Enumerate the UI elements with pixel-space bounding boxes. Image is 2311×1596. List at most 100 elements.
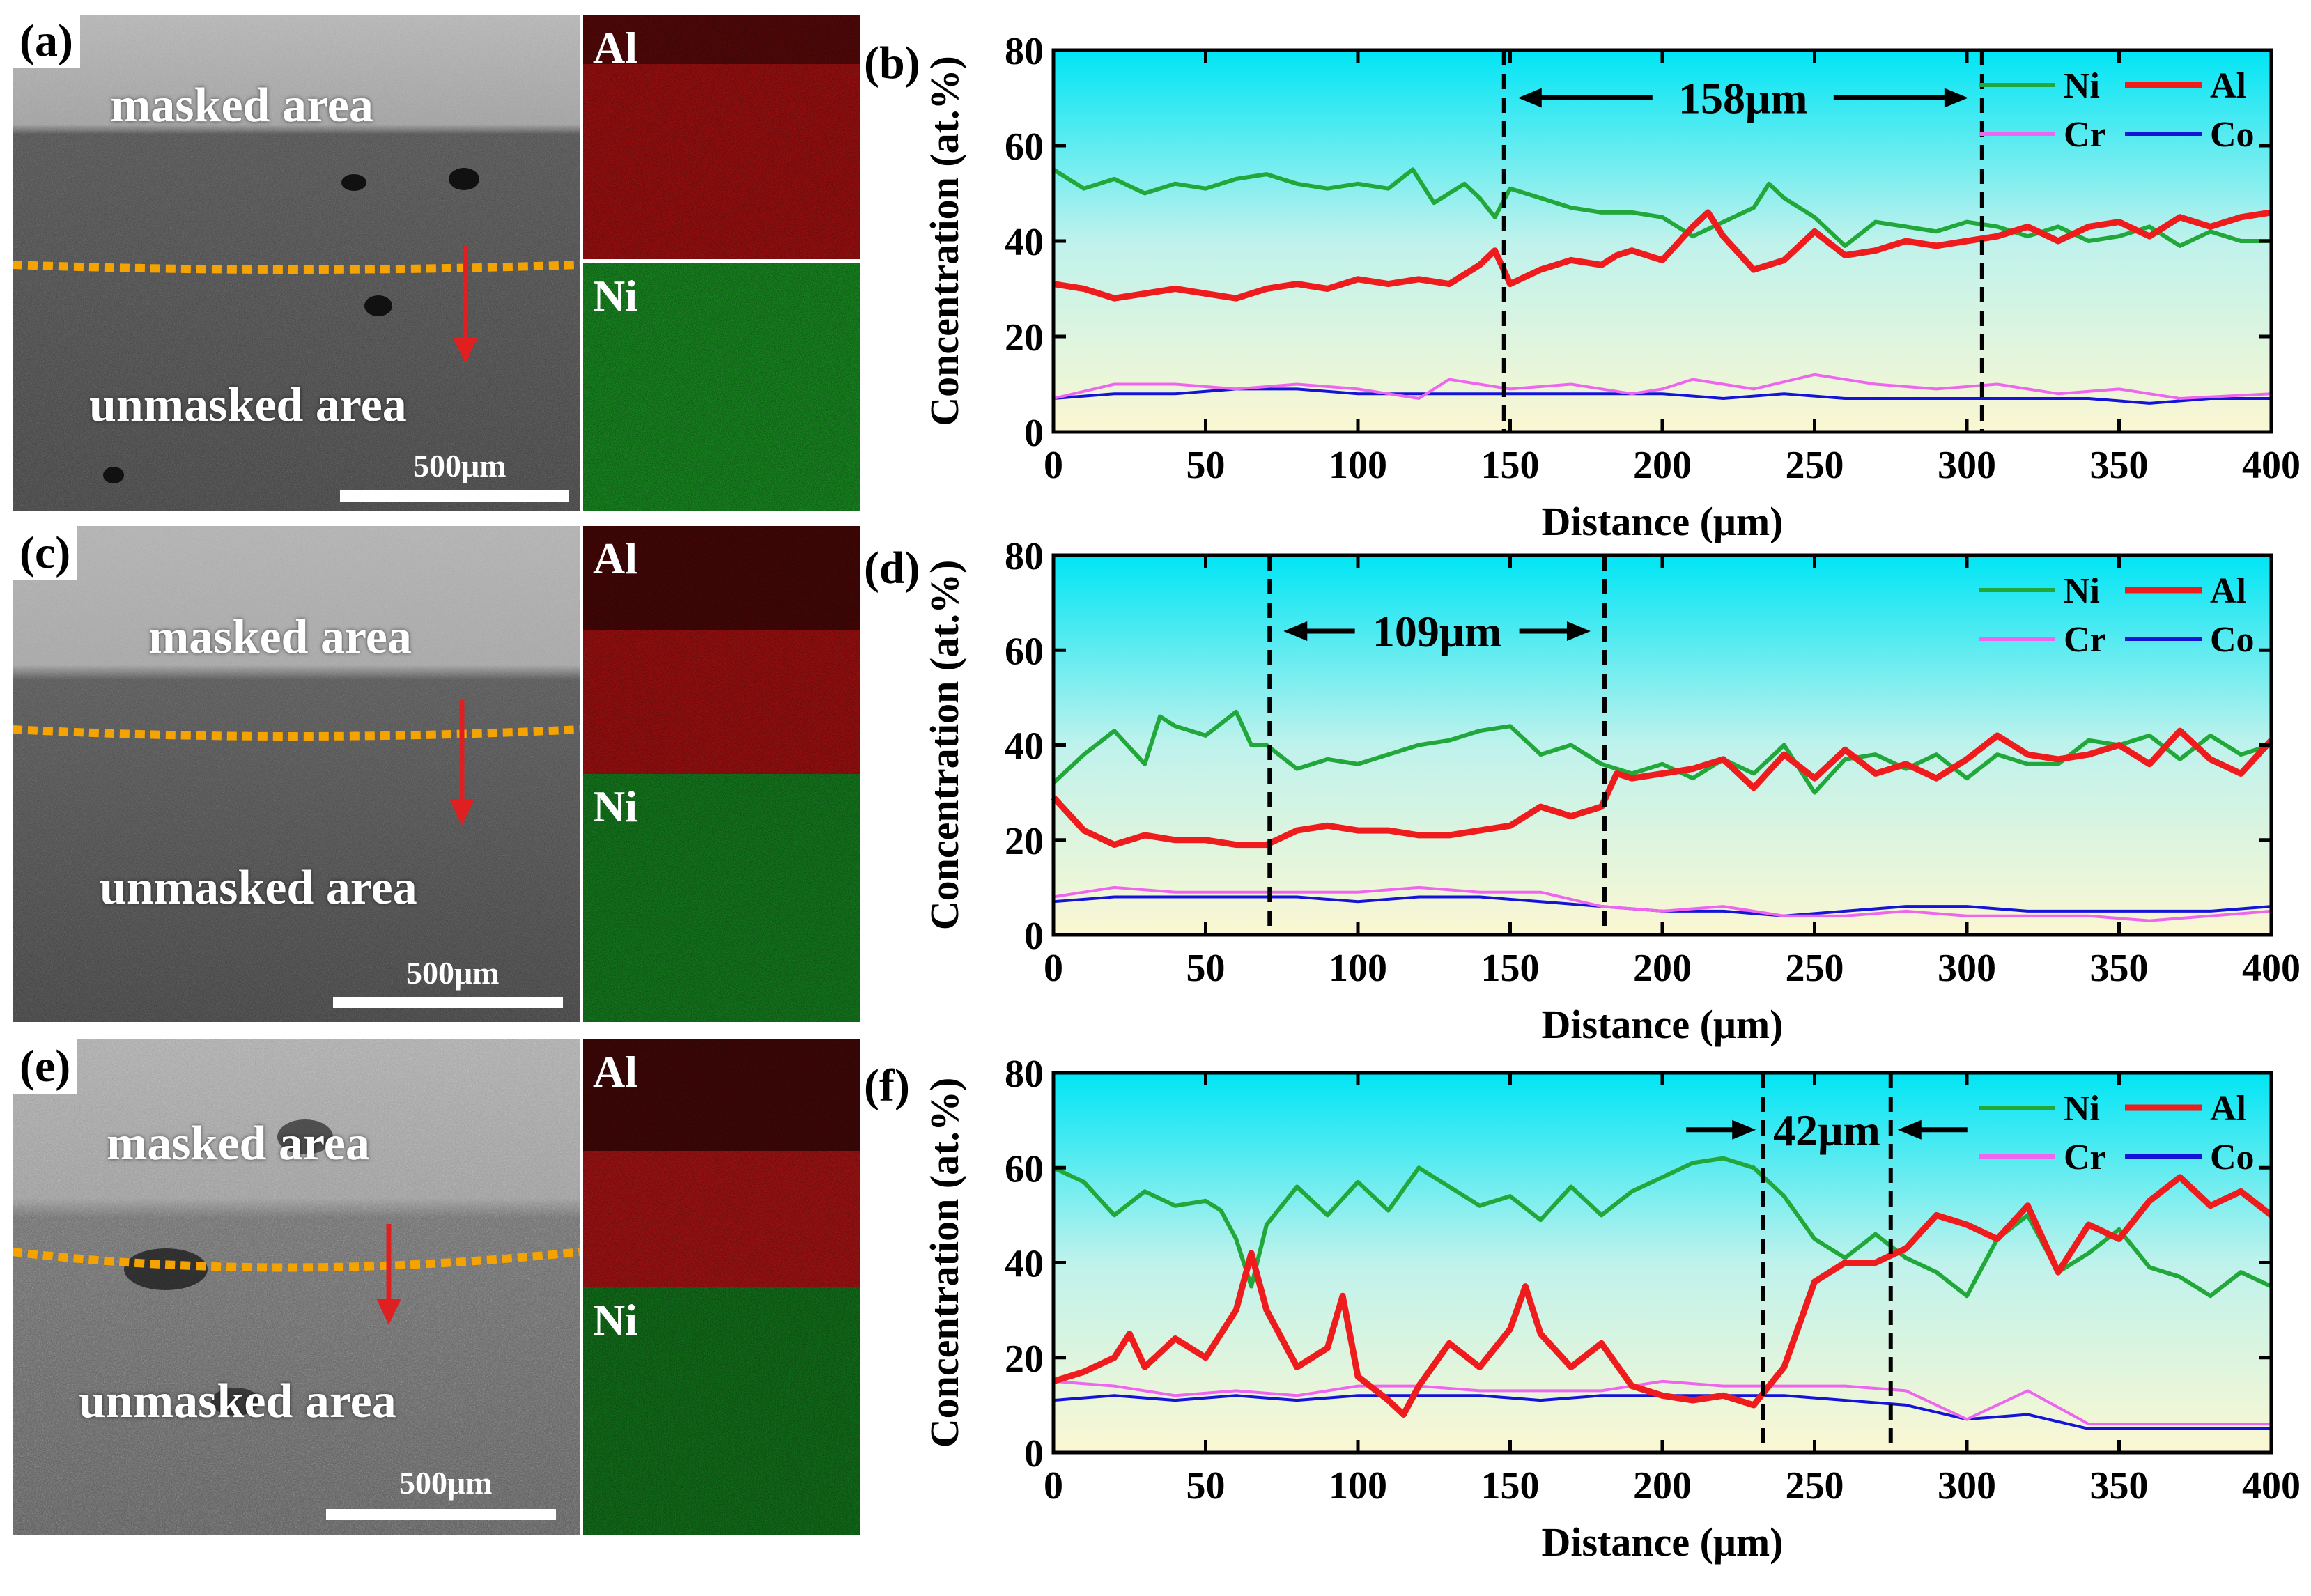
series-line-cr xyxy=(1053,885,2272,922)
x-tick-label: 300 xyxy=(1938,947,1996,990)
eds-map-al-a: Al xyxy=(583,15,860,259)
legend-label: Co xyxy=(2210,620,2255,660)
x-axis-label: Distance (μm) xyxy=(1542,499,1784,543)
y-tick-label: 60 xyxy=(1005,630,1044,673)
x-tick-label: 200 xyxy=(1633,1464,1692,1508)
legend-item-ni: Ni xyxy=(1979,66,2100,106)
series-line-al xyxy=(1051,727,2274,849)
legend-label: Al xyxy=(2210,571,2246,611)
x-tick-label: 400 xyxy=(2242,1464,2301,1508)
eds-texture-al xyxy=(583,1039,860,1287)
y-tick-label: 0 xyxy=(1024,915,1044,958)
x-tick-label: 150 xyxy=(1481,947,1540,990)
eds-map-ni-a: Ni xyxy=(583,263,860,511)
legend-label: Co xyxy=(2210,115,2255,155)
legend-label: Ni xyxy=(2064,66,2100,106)
x-tick-label: 300 xyxy=(1938,444,1996,487)
scale-bar-label: 500μm xyxy=(413,448,507,483)
legend-item-co: Co xyxy=(2125,620,2255,660)
x-tick-label: 150 xyxy=(1481,444,1540,487)
legend-item-co: Co xyxy=(2125,1138,2255,1177)
y-axis-label: Concentration (at.%) xyxy=(922,1078,967,1448)
y-tick-label: 80 xyxy=(1005,1053,1044,1096)
annotation-arrowhead-left xyxy=(1283,621,1308,641)
eds-texture-ni xyxy=(583,774,860,1022)
x-tick-label: 100 xyxy=(1329,1464,1387,1508)
y-tick-label: 20 xyxy=(1005,820,1044,863)
series-line-al xyxy=(1053,209,2272,302)
x-tick-label: 400 xyxy=(2242,444,2301,487)
eds-map-al-e: Al xyxy=(583,1039,860,1287)
legend-item-al: Al xyxy=(2125,571,2246,611)
map-label-al: Al xyxy=(593,1047,637,1097)
x-tick-label: 200 xyxy=(1633,947,1692,990)
y-tick-label: 80 xyxy=(1005,535,1044,578)
scale-bar-label: 500μm xyxy=(406,955,500,991)
eds-map-ni-c: Ni xyxy=(583,774,860,1022)
y-tick-label: 20 xyxy=(1005,1338,1044,1381)
x-tick-label: 0 xyxy=(1044,947,1063,990)
width-annotation: 109μm xyxy=(1283,607,1591,656)
annotation-arrowhead-right xyxy=(1944,88,1968,108)
legend-label: Cr xyxy=(2064,1138,2106,1177)
panel-letter-a: (a) xyxy=(13,14,80,68)
x-tick-label: 350 xyxy=(2090,444,2149,487)
map-label-al: Al xyxy=(593,534,637,583)
sem-image-c: masked area unmasked area 500μm xyxy=(13,526,580,1022)
width-annotation: 42μm xyxy=(1686,1106,1968,1155)
sem-image-e: masked area unmasked area 500μm xyxy=(13,1039,580,1535)
legend-label: Al xyxy=(2210,66,2246,106)
legend-label: Ni xyxy=(2064,1089,2100,1129)
plot-area xyxy=(1053,555,2271,935)
x-tick-label: 250 xyxy=(1786,444,1844,487)
legend-item-cr: Cr xyxy=(1979,620,2106,660)
sem-image-a: masked area unmasked area 500μm xyxy=(13,15,580,511)
legend-item-al: Al xyxy=(2125,66,2246,106)
legend-label: Cr xyxy=(2064,620,2106,660)
legend-item-ni: Ni xyxy=(1979,571,2100,611)
map-label-ni: Ni xyxy=(593,271,637,320)
scale-bar-label: 500μm xyxy=(399,1465,493,1501)
map-label-ni: Ni xyxy=(593,1295,637,1345)
row-3: masked area unmasked area 500μm (e) Al N… xyxy=(0,1031,2311,1596)
width-annotation: 158μm xyxy=(1517,74,1968,123)
y-tick-label: 0 xyxy=(1024,1432,1044,1475)
width-annotation-label: 158μm xyxy=(1678,74,1808,123)
y-tick-label: 80 xyxy=(1005,30,1044,73)
boundary-line xyxy=(13,725,580,741)
unmasked-area-label: unmasked area xyxy=(100,861,417,915)
x-tick-label: 350 xyxy=(2090,947,2149,990)
chart-d: (d) 109μm Ni Al Cr Co 0 20 40 60 80 0 50 100 150 200 250… xyxy=(864,535,2301,1047)
eds-map-al-c: Al xyxy=(583,526,860,774)
annotation-arrowhead-right xyxy=(1897,1119,1922,1140)
legend-label: Al xyxy=(2210,1089,2246,1129)
series-line-cr xyxy=(1053,373,2272,400)
annotation-arrowhead-left xyxy=(1732,1119,1756,1140)
chart-f: (f) 42μm Ni Al Cr Co 0 20 40 60 80 0 50 100 150 200 250 3… xyxy=(864,1053,2301,1565)
y-tick-label: 20 xyxy=(1005,316,1044,359)
series-line-cr xyxy=(1053,1379,2271,1426)
map-label-ni: Ni xyxy=(593,782,637,831)
x-tick-label: 100 xyxy=(1329,444,1387,487)
x-tick-label: 350 xyxy=(2090,1464,2149,1508)
legend-item-cr: Cr xyxy=(1979,1138,2106,1177)
boundary-line xyxy=(13,1248,580,1272)
legend-label: Cr xyxy=(2064,115,2106,155)
y-tick-label: 40 xyxy=(1005,725,1044,768)
annotation-arrowhead-left xyxy=(1517,88,1542,108)
row-2: masked area unmasked area 500μm (c) Al N… xyxy=(0,519,2311,1047)
x-tick-label: 50 xyxy=(1187,947,1226,990)
sem-texture xyxy=(13,526,580,1022)
direction-arrow xyxy=(376,1224,401,1325)
legend-label: Co xyxy=(2210,1138,2255,1177)
y-tick-label: 40 xyxy=(1005,221,1044,264)
y-tick-label: 40 xyxy=(1005,1243,1044,1286)
sem-texture xyxy=(13,15,580,511)
scale-bar xyxy=(340,490,569,502)
panel-letter: (d) xyxy=(864,543,920,594)
x-axis-label: Distance (μm) xyxy=(1542,1519,1784,1565)
eds-texture-ni xyxy=(583,1287,860,1535)
plot-area xyxy=(1053,50,2271,432)
masked-area-label: masked area xyxy=(107,1117,370,1170)
unmasked-area-label: unmasked area xyxy=(79,1374,396,1428)
